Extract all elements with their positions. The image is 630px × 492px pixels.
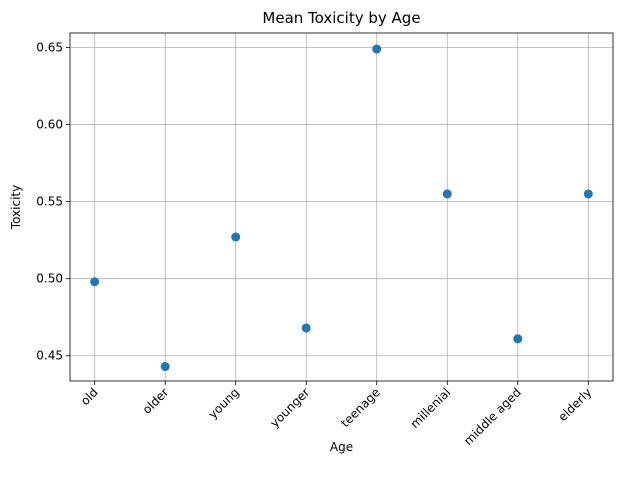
data-point	[372, 44, 382, 54]
axis-ticks: 0.45 0.50 0.55 0.60 0.65 old older young younger…	[36, 40, 594, 448]
x-axis-label: Age	[330, 440, 353, 454]
y-tick-label: 0.50	[36, 272, 63, 286]
y-axis-label: Toxicity	[9, 185, 23, 230]
data-point	[513, 334, 523, 344]
x-tick-label: old	[78, 385, 101, 408]
x-tick-label: older	[140, 385, 172, 417]
data-point	[231, 232, 241, 242]
y-tick-label: 0.55	[36, 195, 63, 209]
data-point	[90, 277, 100, 287]
grid-lines	[70, 33, 613, 381]
y-tick-label: 0.65	[36, 40, 63, 54]
data-point	[160, 362, 170, 372]
chart-title: Mean Toxicity by Age	[262, 9, 420, 27]
x-tick-label: elderly	[555, 385, 594, 424]
x-tick-label: young	[206, 385, 242, 421]
x-tick-label: younger	[267, 385, 312, 430]
x-tick-label: middle aged	[461, 385, 524, 448]
x-tick-label: teenage	[338, 385, 383, 430]
x-tick-label: millenial	[408, 385, 454, 431]
y-tick-label: 0.45	[36, 349, 63, 363]
y-tick-label: 0.60	[36, 118, 63, 132]
data-points	[90, 44, 593, 372]
data-point	[301, 323, 311, 333]
plot-frame	[69, 32, 614, 382]
data-point	[583, 189, 593, 199]
data-point	[442, 189, 452, 199]
